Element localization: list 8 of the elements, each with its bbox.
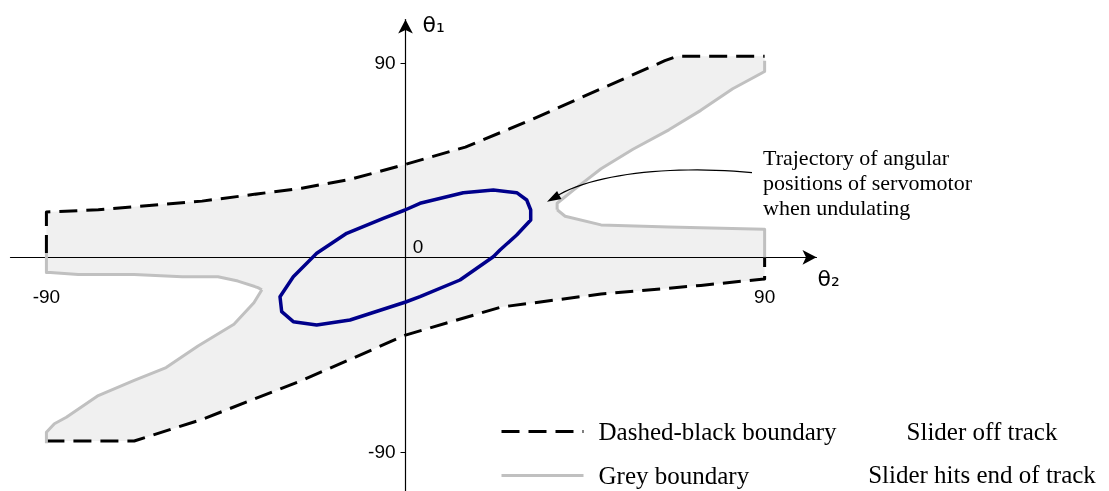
x-axis-title: θ₂ [817,265,840,291]
y-axis-title: θ₁ [422,12,445,38]
annotation: Trajectory of angular positions of servomotor when undulating [763,145,978,220]
legend-label: Grey boundary [598,462,750,489]
text: Slider hits end of track [868,460,1097,488]
legend-label: Dashed-black boundary [598,418,838,445]
text: Slider off track [906,417,1058,445]
annotation: 0 [412,235,424,257]
